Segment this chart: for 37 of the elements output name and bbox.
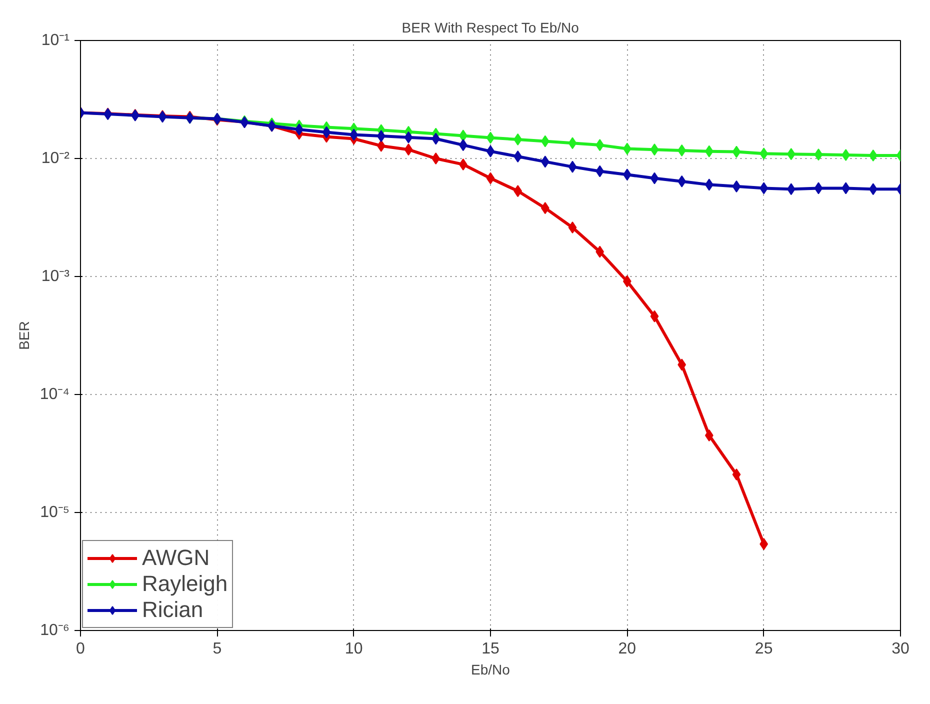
x-axis-title: Eb/No	[471, 662, 510, 678]
point	[404, 144, 413, 156]
y-tick-label: 10⁻³	[41, 268, 70, 285]
point	[568, 137, 577, 150]
legend-label: Rayleigh	[142, 571, 228, 597]
point	[814, 148, 823, 161]
x-tick-label: 5	[212, 640, 222, 658]
point	[404, 131, 413, 144]
point	[732, 180, 741, 192]
point	[650, 310, 659, 322]
x-tick-label: 0	[76, 640, 86, 658]
point	[322, 126, 331, 138]
x-tick-label: 10	[344, 640, 363, 658]
y-tick-label: 10⁻⁶	[40, 622, 70, 639]
point	[432, 152, 440, 164]
point	[650, 172, 659, 184]
y-tick-label: 10⁻¹	[41, 32, 70, 49]
point	[732, 468, 741, 480]
legend-label: Rician	[142, 597, 204, 623]
point	[568, 222, 577, 234]
point	[486, 145, 495, 158]
y-tick-label: 10⁻²	[41, 150, 70, 167]
point	[486, 172, 495, 184]
x-tick-label: 30	[892, 640, 910, 658]
y-tick-label: 10⁻⁴	[40, 386, 70, 403]
x-tick-label: 20	[618, 640, 636, 658]
chart-title: BER With Respect To Eb/No	[402, 20, 580, 36]
point	[486, 132, 495, 144]
y-tick-label: 10⁻⁵	[40, 504, 70, 521]
point	[568, 160, 577, 173]
point	[814, 182, 823, 194]
point	[650, 144, 659, 156]
y-axis-title: BER	[16, 321, 32, 350]
point	[732, 146, 741, 158]
legend-label: AWGN	[142, 545, 210, 571]
x-tick-label: 15	[482, 640, 500, 658]
x-tick-label: 25	[754, 640, 773, 658]
